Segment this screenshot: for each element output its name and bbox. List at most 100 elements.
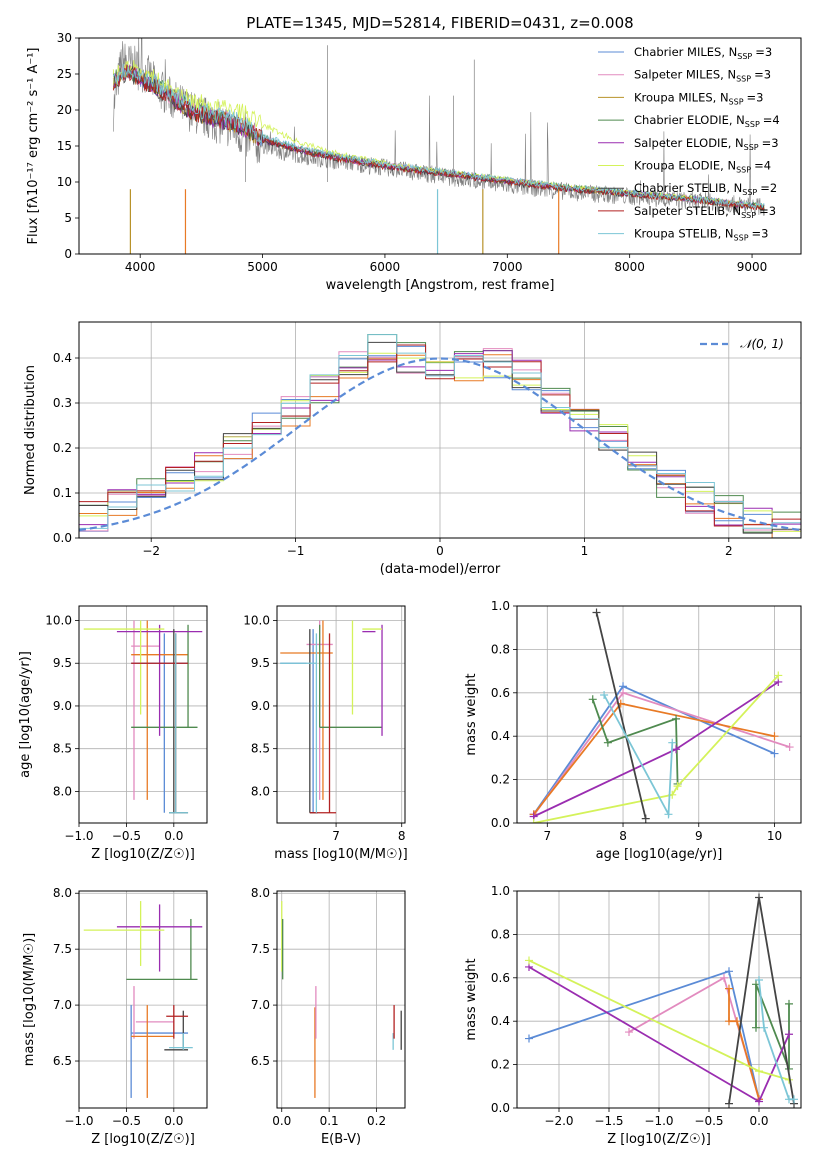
weight-vs-z-ytick-label: 1.0 <box>491 884 510 898</box>
mass-vs-ebv-plot-area <box>281 901 402 1098</box>
spectrum-legend-sub: SSP <box>745 120 760 129</box>
weight-vs-z-point-marker <box>720 973 728 982</box>
residuals-ytick-label: 0.4 <box>53 351 72 365</box>
chart-layer: 4000 5000 6000 7000 8000 9000051015202530wave… <box>18 31 802 1147</box>
model-line-7 <box>112 64 765 211</box>
spectrum-frame <box>78 37 802 255</box>
weight-vs-age-point-marker <box>641 814 650 823</box>
weight-vs-z-panel: −2.0 −1.5 −1.0 −0.5 0.0 0.0 0.2 0.4 0.6 0.8 1.0 Z [… <box>464 884 802 1147</box>
weight-vs-z-ytick-label: 0.2 <box>491 1058 510 1072</box>
spectrum-legend-nssp: =3 <box>752 227 769 241</box>
residuals-ytick-label: 0.0 <box>53 531 72 545</box>
spectrum-legend-sub: SSP <box>744 143 759 152</box>
weight-vs-age-point-marker <box>785 743 794 752</box>
age-vs-z-ytick-label: 8.5 <box>53 742 72 756</box>
weight-vs-age-point-marker <box>668 738 677 747</box>
spectrum-legend-label: Kroupa STELIB, N <box>634 227 734 241</box>
mass-vs-z-xtick-label: −0.5 <box>112 1114 141 1128</box>
weight-vs-z-xtick-label: −1.0 <box>644 1114 673 1128</box>
mass-vs-ebv-frame <box>276 890 406 1109</box>
age-vs-mass-panel: 7 8 8.0 8.5 9.0 9.5 10.0 mass [log10(M/M☉)] <box>243 605 408 862</box>
age-vs-mass-frame <box>276 605 406 824</box>
mass-vs-ebv-xtick-label: 0.1 <box>320 1114 339 1128</box>
age-vs-mass-xtick-label: 8 <box>398 829 406 843</box>
spectrum-legend-nssp: =3 <box>747 90 764 104</box>
weight-vs-age-point-marker <box>600 690 609 699</box>
age-vs-z-ytick-label: 9.0 <box>53 699 72 713</box>
spectrum-ytick-label: 0 <box>64 247 72 261</box>
age-vs-z-xtick-label: 0.0 <box>164 829 183 843</box>
mass-vs-z-ytick-label: 8.0 <box>53 886 72 900</box>
weight-vs-age-xtick-label: 8 <box>619 829 627 843</box>
weight-vs-z-xtick-label: −0.5 <box>694 1114 723 1128</box>
weight-vs-z-xlabel: Z [log10(Z/Z☉)] <box>607 1132 711 1147</box>
weight-vs-age-point-marker <box>770 732 779 741</box>
age-vs-z-xtick-label: −1.0 <box>64 829 93 843</box>
spectrum-legend-label: Kroupa MILES, N <box>634 90 729 104</box>
weight-vs-age-point-marker <box>774 671 783 680</box>
weight-vs-z-point-marker <box>755 893 763 902</box>
weight-vs-age-point-marker <box>770 749 779 758</box>
weight-vs-age-xtick-label: 7 <box>543 829 551 843</box>
age-vs-mass-xlabel: mass [log10(M/M☉)] <box>274 847 407 862</box>
spectrum-plot-area <box>112 38 765 254</box>
age-vs-z-ylabel: age [log10(age/yr)] <box>18 651 33 778</box>
spectrum-ytick-label: 10 <box>57 175 72 189</box>
weight-vs-z-point-marker <box>525 956 533 965</box>
spectrum-legend-label: Salpeter STELIB, N <box>634 204 741 218</box>
residuals-ytick-label: 0.1 <box>53 486 72 500</box>
spectrum-legend-sub: SSP <box>729 97 744 106</box>
spectrum-legend-nssp: =3 <box>759 204 776 218</box>
mass-vs-ebv-panel: 0.0 0.1 0.2 6.5 7.0 7.5 8.0 E(B-V) <box>251 886 406 1147</box>
weight-vs-z-point-marker <box>790 1095 798 1104</box>
spectrum-legend-nssp: =3 <box>755 45 772 59</box>
spectrum-ytick-label: 25 <box>57 67 72 81</box>
spectrum-legend-nssp: =4 <box>763 113 780 127</box>
spectrum-ytick-label: 5 <box>64 211 72 225</box>
weight-vs-age-xlabel: age [log10(age/yr)] <box>596 847 723 862</box>
weight-vs-z-point-marker <box>755 1067 763 1076</box>
spectrum-ylabel: Flux [fλ10⁻¹⁷ erg cm⁻² s⁻¹ A⁻¹] <box>26 48 41 245</box>
mass-vs-z-xlabel: Z [log10(Z/Z☉)] <box>91 1132 195 1147</box>
age-vs-z-ytick-label: 9.5 <box>53 656 72 670</box>
spectrum-legend-nssp: =4 <box>754 159 771 173</box>
residuals-xtick-label: 2 <box>725 544 733 558</box>
spectrum-xtick-label: 4000 <box>125 260 156 274</box>
age-vs-z-plot-area <box>83 620 203 814</box>
spectrum-legend-label: Kroupa ELODIE, N <box>634 159 736 173</box>
mass-vs-z-panel: −1.0 −0.5 0.0 6.5 7.0 7.5 8.0 Z [log10(Z/Z☉)] ma… <box>22 886 208 1147</box>
residuals-plot-area <box>79 333 801 538</box>
spectrum-ytick-label: 15 <box>57 139 72 153</box>
mass-vs-z-ytick-label: 7.5 <box>53 942 72 956</box>
weight-vs-z-point-marker <box>625 1028 633 1037</box>
residuals-frame <box>78 321 802 539</box>
weight-vs-z-plot-area <box>525 893 798 1108</box>
spectrum-legend-label: Salpeter ELODIE, N <box>634 136 744 150</box>
weight-vs-z-xtick-label: −2.0 <box>544 1114 573 1128</box>
weight-vs-z-point-marker <box>725 1017 733 1026</box>
weight-vs-z-ytick-label: 0.4 <box>491 1014 510 1028</box>
spectrum-ytick-label: 20 <box>57 103 72 117</box>
weight-vs-age-point-marker <box>619 688 628 697</box>
residuals-xtick-label: −1 <box>287 544 305 558</box>
age-vs-z-xlabel: Z [log10(Z/Z☉)] <box>91 847 195 862</box>
residuals-panel: −2 −1 0 1 2 0.0 0.1 0.2 0.3 0.4 (data-model)/error… <box>23 321 802 577</box>
residuals-xtick-label: −2 <box>142 544 160 558</box>
weight-vs-age-series-5 <box>533 674 779 823</box>
residuals-ylabel: Normed distribution <box>23 365 38 495</box>
weight-vs-z-xtick-label: −1.5 <box>594 1114 623 1128</box>
spectrum-xtick-label: 5000 <box>247 260 278 274</box>
mass-vs-z-xtick-label: 0.0 <box>164 1114 183 1128</box>
weight-vs-age-point-marker <box>672 714 681 723</box>
weight-vs-age-ytick-label: 0.6 <box>491 686 510 700</box>
age-vs-z-frame <box>78 605 208 824</box>
weight-vs-age-xtick-label: 9 <box>695 829 703 843</box>
mass-vs-z-plot-area <box>83 901 203 1098</box>
weight-vs-age-point-marker <box>673 782 682 791</box>
mass-vs-z-ytick-label: 6.5 <box>53 1054 72 1068</box>
spectrum-legend-sub: SSP <box>737 52 752 61</box>
gaussian-reference-line <box>79 357 801 532</box>
age-vs-mass-plot-area <box>280 620 383 814</box>
